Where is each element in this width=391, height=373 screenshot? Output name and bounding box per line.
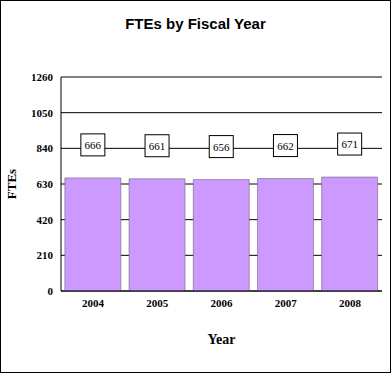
svg-text:2005: 2005 — [146, 297, 169, 309]
svg-text:840: 840 — [37, 142, 54, 154]
svg-text:662: 662 — [277, 140, 294, 152]
svg-text:671: 671 — [341, 138, 358, 150]
svg-text:Year: Year — [208, 332, 236, 347]
svg-text:1050: 1050 — [31, 107, 54, 119]
svg-text:420: 420 — [37, 214, 54, 226]
svg-text:2004: 2004 — [82, 297, 105, 309]
svg-text:656: 656 — [213, 141, 230, 153]
svg-text:1260: 1260 — [31, 71, 54, 83]
svg-text:FTEs: FTEs — [8, 169, 19, 199]
svg-text:2007: 2007 — [275, 297, 298, 309]
svg-text:210: 210 — [37, 249, 54, 261]
svg-text:661: 661 — [149, 140, 166, 152]
svg-text:2008: 2008 — [339, 297, 362, 309]
svg-text:2006: 2006 — [211, 297, 234, 309]
svg-text:666: 666 — [85, 139, 102, 151]
html-text:FTEs by Fiscal Year: FTEs by Fiscal Year — [125, 15, 266, 32]
svg-text:0: 0 — [48, 285, 54, 297]
svg-text:630: 630 — [37, 178, 54, 190]
